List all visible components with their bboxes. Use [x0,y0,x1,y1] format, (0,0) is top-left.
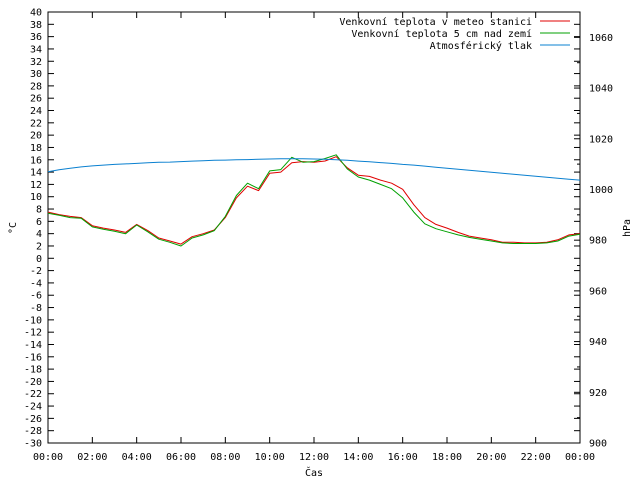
y-tick-label: 16 [30,155,42,166]
y-tick-label: 12 [30,180,42,191]
y-tick-label: 2 [36,241,42,252]
y-tick-label: 28 [30,81,42,92]
y-tick-label: 18 [30,143,42,154]
y-tick-label: -18 [24,365,42,376]
x-tick-label: 08:00 [210,452,240,463]
series-line-2 [47,158,581,181]
x-tick-label: 00:00 [565,452,595,463]
chart-legend: Venkovní teplota v meteo stanici Venkovn… [339,16,570,52]
series-line-1 [47,154,581,247]
y-tick-label: -24 [24,402,42,413]
y-tick-label: -28 [24,426,42,437]
y-tick-label: -26 [24,414,42,425]
y2-tick-label: 900 [589,439,607,450]
x-tick-label: 20:00 [476,452,506,463]
y2-tick-label: 980 [589,236,607,247]
y-tick-label: -4 [30,278,42,289]
x-axis-ticks: 00:00 02:00 04:00 06:00 08:00 10:00 12:00 14:00… [33,12,595,463]
y-tick-label: 14 [30,168,42,179]
x-axis-title: Čas [305,466,323,479]
legend-label-outdoor-temp: Venkovní teplota v meteo stanici [339,16,532,28]
y2-tick-label: 1020 [589,134,613,145]
y-tick-label: -30 [24,439,42,450]
y-tick-label: 40 [30,8,42,19]
legend-label-ground-temp: Venkovní teplota 5 cm nad zemí [351,28,532,40]
y-tick-label: 32 [30,57,42,68]
y-tick-label: -10 [24,315,42,326]
chart-axes [47,11,581,444]
y-tick-label: -2 [30,266,42,277]
plot-series-group [47,154,581,247]
y-tick-label: 22 [30,118,42,129]
y-tick-label: -6 [30,291,42,302]
y-tick-label: -8 [30,303,42,314]
y2-tick-label: 960 [589,286,607,297]
x-tick-label: 12:00 [299,452,329,463]
x-tick-label: 00:00 [33,452,63,463]
x-tick-label: 16:00 [388,452,418,463]
y-tick-label: 8 [36,205,42,216]
x-tick-label: 04:00 [122,452,152,463]
x-tick-label: 06:00 [166,452,196,463]
y2-tick-label: 940 [589,337,607,348]
x-tick-label: 10:00 [255,452,285,463]
y-tick-label: -12 [24,328,42,339]
x-tick-label: 22:00 [521,452,551,463]
plot-frame [47,11,581,444]
y-tick-label: 6 [36,217,42,228]
y-tick-label: 24 [30,106,42,117]
y2-tick-label: 1000 [589,185,613,196]
y-tick-label: -20 [24,377,42,388]
y2-tick-label: 920 [589,388,607,399]
y-tick-label: 26 [30,94,42,105]
left-y-axis-ticks: 4038363432302826242220181614121086420-2-… [24,8,580,450]
series-line-0 [47,156,581,245]
x-tick-label: 14:00 [343,452,373,463]
y2-tick-label: 1040 [589,84,613,95]
y-tick-label: 30 [30,69,42,80]
y-tick-label: 36 [30,32,42,43]
y-tick-label: -14 [24,340,42,351]
y-tick-label: 0 [36,254,42,265]
y-tick-label: -16 [24,352,42,363]
y-tick-label: -22 [24,389,42,400]
y-tick-label: 10 [30,192,42,203]
x-tick-label: 02:00 [77,452,107,463]
right-y-axis-ticks: 1060 1040 1020 1000 980 960 940 920 900 [574,33,613,450]
y2-tick-label: 1060 [589,33,613,44]
y2-axis-title: hPa [622,219,633,237]
y-tick-label: 4 [36,229,42,240]
y-tick-label: 20 [30,131,42,142]
y-tick-label: 38 [30,20,42,31]
x-tick-label: 18:00 [432,452,462,463]
y-axis-title: °C [8,222,19,234]
y-tick-label: 34 [30,44,42,55]
legend-label-pressure: Atmosférický tlak [430,40,532,52]
